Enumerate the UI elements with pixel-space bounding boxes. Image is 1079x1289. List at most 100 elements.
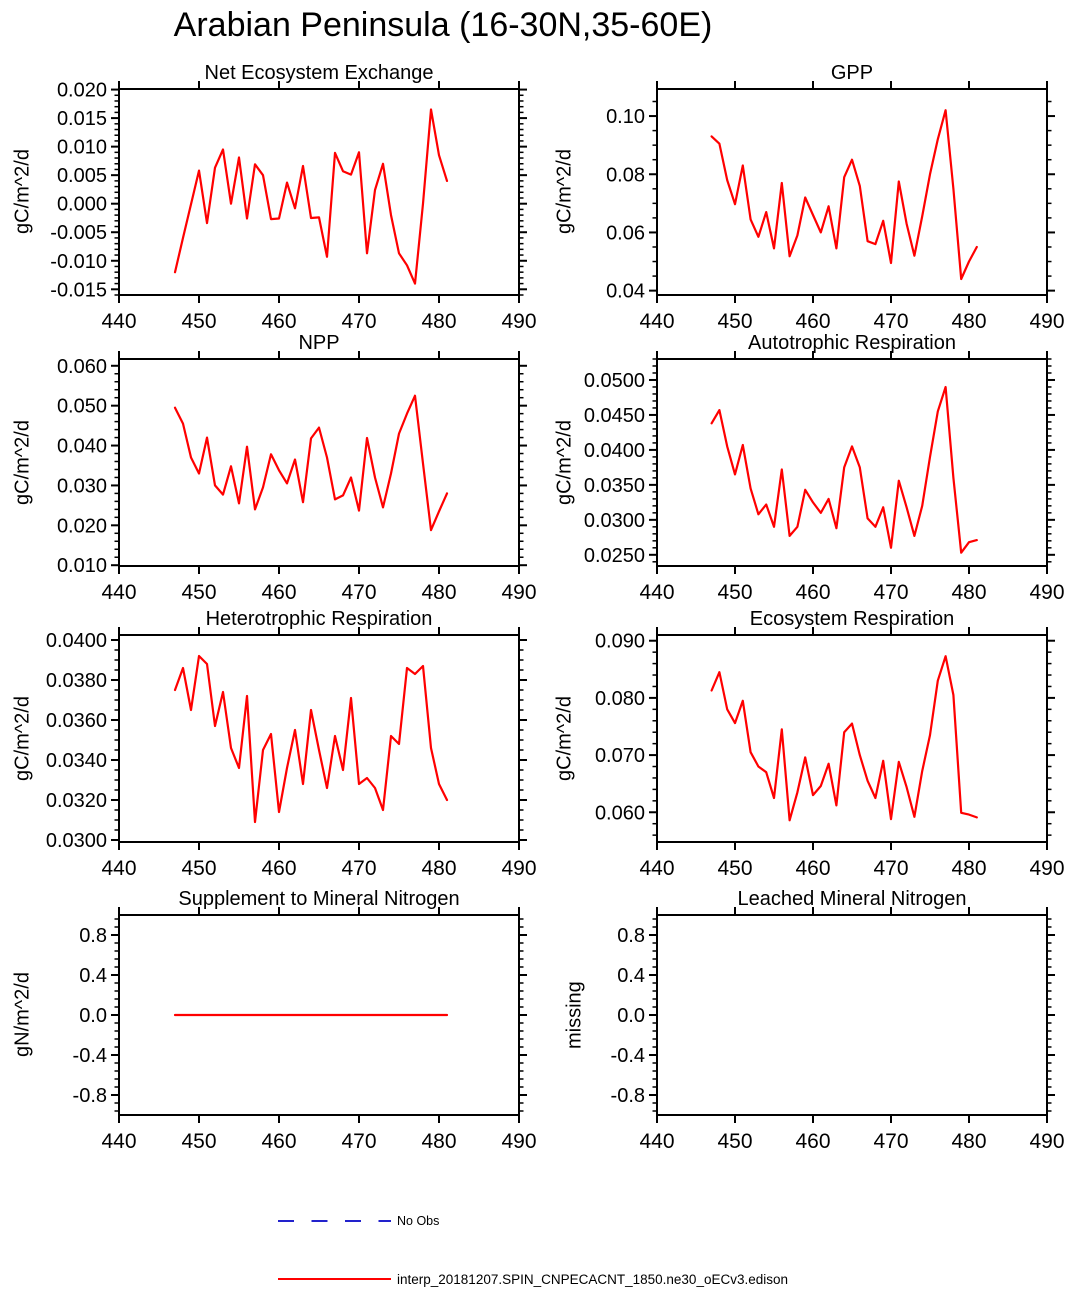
x-tick-label: 470 [341, 581, 376, 604]
y-tick-label: 0.010 [57, 555, 107, 577]
x-tick-label: 450 [717, 581, 752, 604]
x-tick-label: 460 [795, 1130, 830, 1153]
x-tick-label: 450 [181, 857, 216, 880]
y-tick-label: 0.0500 [584, 370, 645, 392]
plot-frame [656, 358, 1048, 567]
chart-title: Net Ecosystem Exchange [204, 62, 434, 84]
x-tick-label: 480 [951, 310, 986, 333]
y-tick-label: 0.040 [57, 436, 107, 458]
x-tick-label: 440 [101, 581, 136, 604]
page-title: Arabian Peninsula (16-30N,35-60E) [173, 6, 713, 44]
legend-no-obs: No Obs [277, 1212, 439, 1230]
y-tick-label: 0.0360 [46, 710, 107, 732]
y-tick-label: 0.0340 [46, 750, 107, 772]
y-tick-label: 0.080 [595, 688, 645, 710]
x-tick-label: 470 [341, 310, 376, 333]
x-tick-label: 490 [1029, 857, 1064, 880]
x-tick-label: 440 [639, 1130, 674, 1153]
no-obs-dashed-line-sample [278, 1220, 391, 1222]
y-tick-label: -0.010 [50, 251, 107, 273]
y-tick-label: 0.020 [57, 80, 107, 102]
y-tick-label: 0.090 [595, 631, 645, 653]
x-tick-label: 450 [181, 1130, 216, 1153]
x-tick-label: 440 [639, 857, 674, 880]
chart-title: GPP [830, 62, 874, 84]
y-tick-label: -0.8 [611, 1085, 645, 1107]
y-tick-label: 0.050 [57, 396, 107, 418]
x-tick-label: 460 [261, 310, 296, 333]
x-tick-label: 460 [795, 581, 830, 604]
x-tick-label: 450 [181, 310, 216, 333]
y-tick-label: 0.08 [606, 164, 645, 186]
x-tick-label: 460 [261, 1130, 296, 1153]
x-tick-label: 490 [1029, 310, 1064, 333]
y-tick-label: 0.000 [57, 194, 107, 216]
y-tick-label: 0.060 [595, 802, 645, 824]
y-tick-label: 0.010 [57, 137, 107, 159]
x-tick-label: 460 [795, 857, 830, 880]
x-tick-label: 490 [1029, 1130, 1064, 1153]
x-tick-label: 480 [421, 1130, 456, 1153]
series-line [710, 109, 978, 281]
x-tick-label: 490 [501, 857, 536, 880]
x-tick-label: 480 [421, 310, 456, 333]
x-tick-label: 470 [873, 857, 908, 880]
chart-title: NPP [298, 332, 340, 354]
chart-title: Supplement to Mineral Nitrogen [178, 888, 460, 910]
y-tick-label: 0.06 [606, 222, 645, 244]
y-tick-label: 0.4 [617, 965, 645, 987]
x-tick-label: 470 [341, 857, 376, 880]
series-line [173, 108, 449, 285]
x-tick-label: 490 [501, 1130, 536, 1153]
y-tick-label: 0.030 [57, 475, 107, 497]
y-tick-label: 0.04 [606, 281, 645, 303]
y-tick-label: 0.0320 [46, 790, 107, 812]
y-tick-label: 0.0 [617, 1005, 645, 1027]
plot-frame [656, 88, 1048, 296]
y-tick-label: 0.060 [57, 356, 107, 378]
x-tick-label: 480 [421, 581, 456, 604]
x-tick-label: 480 [951, 857, 986, 880]
plot-frame [118, 358, 520, 567]
x-tick-label: 440 [101, 857, 136, 880]
x-tick-label: 470 [873, 310, 908, 333]
series-line-sample [278, 1278, 391, 1280]
x-tick-label: 470 [341, 1130, 376, 1153]
y-tick-label: 0.0300 [584, 510, 645, 532]
x-tick-label: 460 [261, 857, 296, 880]
y-tick-label: 0.0450 [584, 405, 645, 427]
x-tick-label: 460 [261, 581, 296, 604]
y-tick-label: -0.4 [611, 1045, 645, 1067]
plot-frame [656, 634, 1048, 843]
x-tick-label: 470 [873, 581, 908, 604]
chart-title: Leached Mineral Nitrogen [737, 888, 967, 910]
legend-series: interp_20181207.SPIN_CNPECACNT_1850.ne30… [277, 1270, 788, 1288]
y-tick-label: 0.0300 [46, 830, 107, 852]
y-tick-label: -0.8 [73, 1085, 107, 1107]
y-tick-label: 0.070 [595, 745, 645, 767]
x-tick-label: 470 [873, 1130, 908, 1153]
x-tick-label: 490 [1029, 581, 1064, 604]
x-tick-label: 450 [717, 857, 752, 880]
y-tick-label: 0.020 [57, 515, 107, 537]
x-tick-label: 440 [639, 310, 674, 333]
x-tick-label: 440 [639, 581, 674, 604]
y-tick-label: 0.0350 [584, 475, 645, 497]
y-tick-label: 0.0250 [584, 545, 645, 567]
x-tick-label: 450 [181, 581, 216, 604]
chart-title: Ecosystem Respiration [749, 608, 955, 630]
y-tick-label: 0.0 [79, 1005, 107, 1027]
chart-title: Heterotrophic Respiration [205, 608, 433, 630]
series-line [710, 385, 978, 554]
x-tick-label: 480 [951, 1130, 986, 1153]
y-tick-label: 0.0400 [584, 440, 645, 462]
